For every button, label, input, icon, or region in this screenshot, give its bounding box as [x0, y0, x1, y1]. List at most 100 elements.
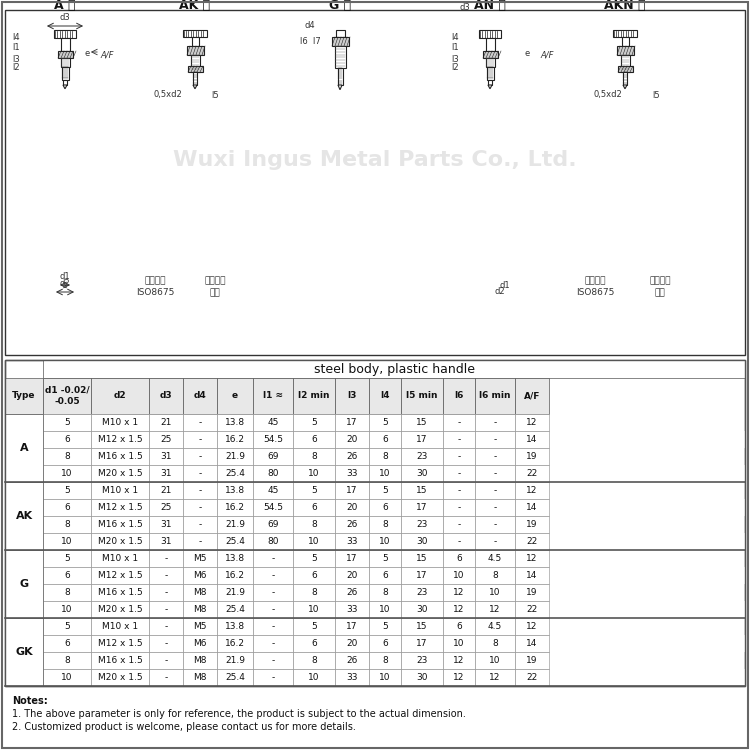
Bar [91, 601, 149, 618]
Text: 6: 6 [311, 435, 316, 444]
Bar [91, 431, 149, 448]
Text: AK: AK [16, 511, 32, 521]
Text: M8: M8 [194, 673, 207, 682]
Text: 10: 10 [489, 588, 501, 597]
Text: 21.9: 21.9 [225, 588, 245, 597]
Text: 12: 12 [526, 554, 538, 563]
Bar [5, 10, 745, 355]
Text: -: - [198, 452, 202, 461]
Text: -: - [198, 469, 202, 478]
Bar [43, 652, 91, 669]
Bar [253, 482, 293, 499]
Text: -: - [272, 656, 274, 665]
Bar [338, 68, 343, 85]
Text: -: - [494, 418, 496, 427]
Polygon shape [488, 85, 492, 88]
Bar [335, 448, 369, 465]
Text: 54.5: 54.5 [263, 435, 283, 444]
Text: G: G [20, 579, 28, 589]
Bar [515, 550, 549, 567]
Bar [369, 448, 401, 465]
Text: l5 min: l5 min [406, 392, 438, 400]
Bar [335, 618, 369, 635]
Bar [443, 465, 475, 482]
Bar [183, 465, 217, 482]
Bar [253, 601, 293, 618]
Text: 8: 8 [64, 656, 70, 665]
Bar [621, 55, 630, 72]
Bar [335, 550, 369, 567]
Text: 69: 69 [267, 452, 279, 461]
Bar [369, 584, 401, 601]
Text: 6: 6 [64, 571, 70, 580]
Text: -: - [458, 520, 460, 529]
Text: 14: 14 [526, 503, 538, 512]
Text: 13.8: 13.8 [225, 554, 245, 563]
Text: 19: 19 [526, 520, 538, 529]
Bar [253, 567, 293, 584]
Text: 80: 80 [267, 537, 279, 546]
Bar [253, 431, 293, 448]
Text: 10: 10 [380, 469, 391, 478]
Bar [91, 584, 149, 601]
Bar [369, 414, 401, 431]
Bar [443, 414, 475, 431]
Bar [217, 618, 253, 635]
Text: M5: M5 [194, 554, 207, 563]
Bar [335, 567, 369, 584]
Bar [486, 58, 495, 67]
Bar [217, 601, 253, 618]
Text: AK 型: AK 型 [179, 0, 211, 12]
Bar [91, 635, 149, 652]
Text: 4.5: 4.5 [488, 554, 502, 563]
Text: 80: 80 [267, 469, 279, 478]
Text: l4: l4 [452, 34, 459, 43]
Text: M16 x 1.5: M16 x 1.5 [98, 656, 142, 665]
Text: 31: 31 [160, 520, 172, 529]
Bar [515, 601, 549, 618]
Bar [5, 669, 745, 686]
Text: M10 x 1: M10 x 1 [102, 622, 138, 631]
Bar [335, 669, 369, 686]
Text: 8: 8 [311, 452, 316, 461]
Bar [369, 533, 401, 550]
Text: Wuxi Ingus Metal Parts Co., Ltd.: Wuxi Ingus Metal Parts Co., Ltd. [173, 150, 577, 170]
Text: 17: 17 [416, 503, 428, 512]
Bar [217, 378, 253, 414]
Text: M6: M6 [194, 571, 207, 580]
Text: d4: d4 [194, 392, 206, 400]
Bar [369, 601, 401, 618]
Text: M20 x 1.5: M20 x 1.5 [98, 469, 142, 478]
Text: A: A [20, 443, 28, 453]
Bar [5, 601, 745, 618]
Text: 6: 6 [382, 503, 388, 512]
Text: 10: 10 [308, 469, 320, 478]
Bar [369, 635, 401, 652]
Bar [217, 414, 253, 431]
Text: 12: 12 [526, 418, 538, 427]
Text: -: - [272, 571, 274, 580]
Bar [613, 30, 637, 37]
Bar [253, 550, 293, 567]
Bar [149, 499, 183, 516]
Text: -: - [198, 520, 202, 529]
Bar [43, 360, 745, 378]
Bar [335, 584, 369, 601]
Bar [335, 652, 369, 669]
Bar [91, 465, 149, 482]
Bar [183, 482, 217, 499]
Text: 25.4: 25.4 [225, 605, 245, 614]
Bar [183, 669, 217, 686]
Text: -: - [272, 554, 274, 563]
Text: 17: 17 [346, 554, 358, 563]
Text: d1: d1 [500, 280, 510, 290]
Bar [335, 533, 369, 550]
Bar [149, 431, 183, 448]
Bar [475, 431, 515, 448]
Text: 22: 22 [526, 537, 538, 546]
Bar [293, 635, 335, 652]
Bar [43, 499, 91, 516]
Text: 10: 10 [62, 605, 73, 614]
Text: -: - [458, 503, 460, 512]
Text: 19: 19 [526, 588, 538, 597]
